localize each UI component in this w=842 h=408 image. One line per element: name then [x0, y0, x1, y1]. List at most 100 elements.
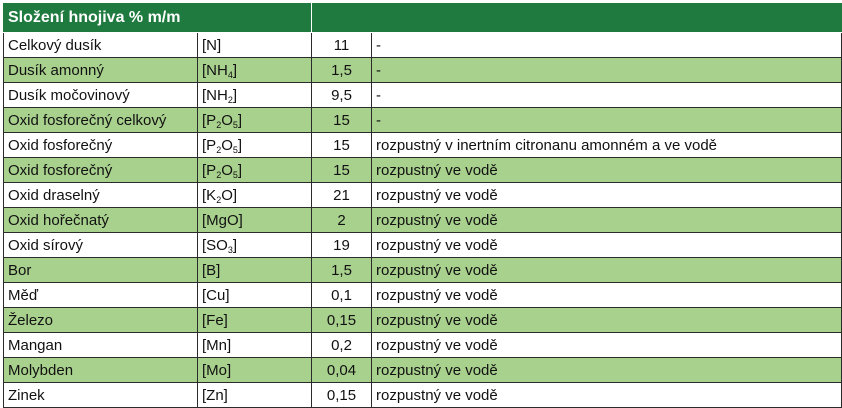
solubility-note: -	[371, 57, 842, 83]
table-row: Měď [Cu] 0,1 rozpustný ve vodě	[3, 282, 842, 308]
formula-text: ]	[237, 136, 243, 154]
table-row: Molybden [Mo] 0,04 rozpustný ve vodě	[3, 357, 842, 383]
nutrient-name: Mangan	[3, 332, 198, 358]
nutrient-value: 15	[311, 107, 372, 133]
formula-text: [N]	[202, 36, 222, 54]
table-row: Oxid draselný [K2O] 21 rozpustný ve vodě	[3, 182, 842, 208]
solubility-note: rozpustný ve vodě	[371, 307, 842, 333]
nutrient-formula: [P2O5]	[197, 107, 312, 133]
formula-text: ]	[232, 236, 238, 254]
nutrient-name: Oxid fosforečný celkový	[3, 107, 198, 133]
table-row: Oxid sírový [SO3] 19 rozpustný ve vodě	[3, 232, 842, 258]
nutrient-name: Molybden	[3, 357, 198, 383]
formula-text: [Mn]	[202, 336, 232, 354]
formula-text: [MgO]	[202, 211, 243, 229]
nutrient-value: 1,5	[311, 257, 372, 283]
formula-text: [K	[202, 186, 217, 204]
solubility-note: -	[371, 82, 842, 108]
solubility-note: rozpustný ve vodě	[371, 157, 842, 183]
table-row: Dusík močovinový [NH2] 9,5-	[3, 82, 842, 108]
formula-subscript: 2	[216, 119, 222, 130]
nutrient-value: 11	[311, 32, 372, 58]
solubility-note: rozpustný v inertním citronanu amonném a…	[371, 132, 842, 158]
formula-text: [Mo]	[202, 361, 232, 379]
nutrient-value: 15	[311, 132, 372, 158]
nutrient-value: 21	[311, 182, 372, 208]
table-row: Oxid fosforečný celkový [P2O5] 15-	[3, 107, 842, 133]
solubility-note: rozpustný ve vodě	[371, 382, 842, 408]
formula-subscript: 2	[216, 194, 222, 205]
nutrient-formula: [NH4]	[197, 57, 312, 83]
nutrient-formula: [MgO]	[197, 207, 312, 233]
nutrient-formula: [SO3]	[197, 232, 312, 258]
formula-text: ]	[237, 111, 243, 129]
formula-text: [NH	[202, 61, 228, 79]
table-title: Složení hnojiva % m/m	[3, 3, 312, 33]
nutrient-value: 9,5	[311, 82, 372, 108]
nutrient-name: Oxid draselný	[3, 182, 198, 208]
nutrient-formula: [K2O]	[197, 182, 312, 208]
nutrient-name: Měď	[3, 282, 198, 308]
formula-text: [B]	[202, 261, 221, 279]
nutrient-name: Dusík amonný	[3, 57, 198, 83]
formula-subscript: 2	[227, 94, 233, 105]
formula-text: [P	[202, 161, 217, 179]
nutrient-formula: [N]	[197, 32, 312, 58]
nutrient-value: 0,15	[311, 382, 372, 408]
composition-table-wrapper: Složení hnojiva % m/m Celkový dusík [N] 11…	[3, 3, 842, 408]
nutrient-formula: [P2O5]	[197, 132, 312, 158]
solubility-note: -	[371, 107, 842, 133]
formula-text: O]	[221, 186, 238, 204]
table-row: Celkový dusík [N] 11-	[3, 32, 842, 58]
formula-text: [P	[202, 111, 217, 129]
nutrient-name: Oxid fosforečný	[3, 132, 198, 158]
table-row: Oxid fosforečný [P2O5] 15 rozpustný ve vodě	[3, 157, 842, 183]
nutrient-formula: [Fe]	[197, 307, 312, 333]
formula-text: ]	[232, 61, 238, 79]
nutrient-name: Zinek	[3, 382, 198, 408]
solubility-note: rozpustný ve vodě	[371, 282, 842, 308]
nutrient-formula: [B]	[197, 257, 312, 283]
formula-subscript: 5	[232, 169, 238, 180]
nutrient-value: 15	[311, 157, 372, 183]
table-row: Železo [Fe] 0,15 rozpustný ve vodě	[3, 307, 842, 333]
formula-text: [Cu]	[202, 286, 230, 304]
table-row: Oxid fosforečný [P2O5] 15 rozpustný v inert…	[3, 132, 842, 158]
formula-text: [Zn]	[202, 386, 228, 404]
nutrient-value: 0,04	[311, 357, 372, 383]
nutrient-formula: [Mo]	[197, 357, 312, 383]
nutrient-value: 0,2	[311, 332, 372, 358]
nutrient-formula: [Zn]	[197, 382, 312, 408]
formula-subscript: 5	[232, 119, 238, 130]
nutrient-name: Bor	[3, 257, 198, 283]
nutrient-name: Oxid sírový	[3, 232, 198, 258]
formula-text: [SO	[202, 236, 228, 254]
table-row: Mangan [Mn] 0,2 rozpustný ve vodě	[3, 332, 842, 358]
nutrient-formula: [P2O5]	[197, 157, 312, 183]
table-row: Zinek [Zn] 0,15 rozpustný ve vodě	[3, 382, 842, 408]
formula-text: [P	[202, 136, 217, 154]
nutrient-name: Celkový dusík	[3, 32, 198, 58]
nutrient-name: Dusík močovinový	[3, 82, 198, 108]
solubility-note: -	[371, 32, 842, 58]
table-header-row: Složení hnojiva % m/m	[3, 3, 842, 33]
formula-subscript: 4	[227, 69, 233, 80]
nutrient-formula: [Cu]	[197, 282, 312, 308]
solubility-note: rozpustný ve vodě	[371, 182, 842, 208]
nutrient-name: Železo	[3, 307, 198, 333]
formula-subscript: 3	[227, 244, 233, 255]
solubility-note: rozpustný ve vodě	[371, 257, 842, 283]
formula-text: [NH	[202, 86, 228, 104]
nutrient-value: 0,15	[311, 307, 372, 333]
nutrient-value: 19	[311, 232, 372, 258]
formula-text: O	[221, 161, 233, 179]
solubility-note: rozpustný ve vodě	[371, 357, 842, 383]
nutrient-value: 0,1	[311, 282, 372, 308]
formula-text: ]	[232, 86, 238, 104]
nutrient-formula: [NH2]	[197, 82, 312, 108]
table-body: Složení hnojiva % m/m Celkový dusík [N] 11…	[3, 3, 842, 408]
formula-subscript: 5	[232, 144, 238, 155]
formula-text: O	[221, 136, 233, 154]
table-row: Bor [B] 1,5 rozpustný ve vodě	[3, 257, 842, 283]
nutrient-value: 1,5	[311, 57, 372, 83]
